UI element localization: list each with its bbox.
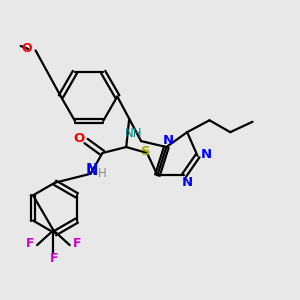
Text: N: N: [162, 134, 173, 147]
Text: F: F: [26, 237, 35, 250]
Text: N: N: [86, 163, 98, 178]
Text: F: F: [73, 237, 81, 250]
Text: N: N: [182, 176, 193, 189]
Text: F: F: [50, 252, 58, 265]
Text: N: N: [201, 148, 212, 161]
Text: H: H: [98, 167, 107, 180]
Text: NH: NH: [125, 127, 142, 140]
Text: S: S: [141, 145, 150, 158]
Text: O: O: [73, 132, 84, 145]
Text: O: O: [21, 42, 32, 56]
